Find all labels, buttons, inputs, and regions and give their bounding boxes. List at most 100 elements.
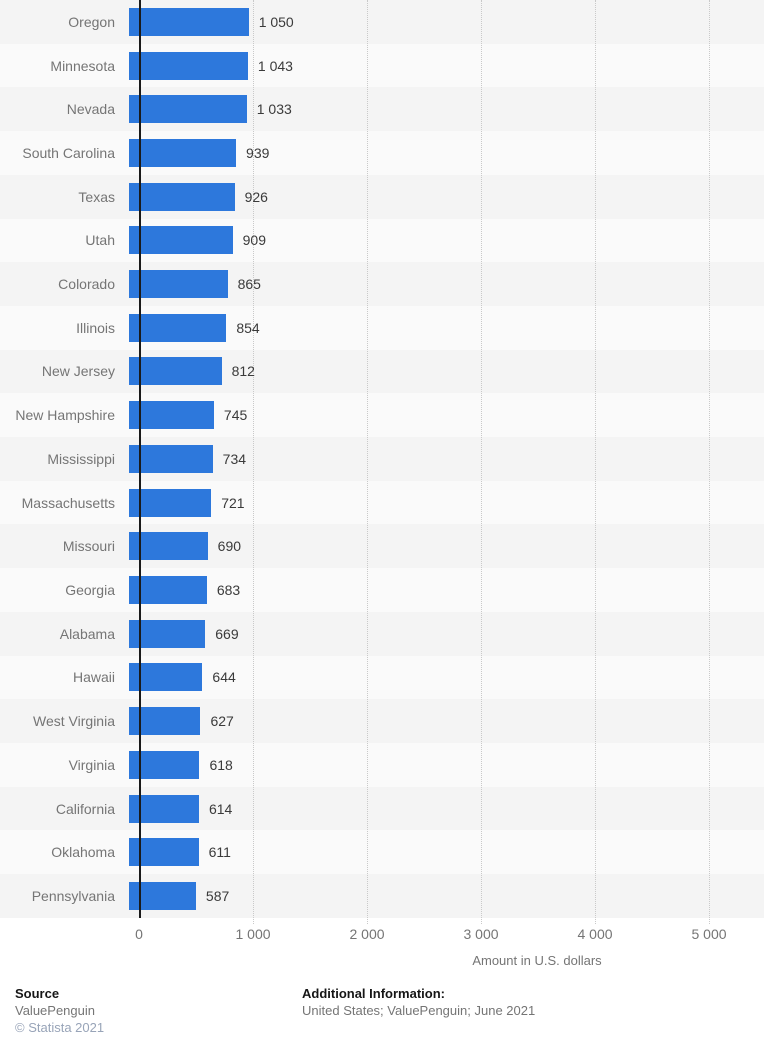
bar-area: 854: [127, 306, 764, 350]
bar-area: 618: [127, 743, 764, 787]
bar: [129, 532, 208, 561]
bar-area: 1 043: [127, 44, 764, 88]
chart-row: Massachusetts 721: [0, 480, 764, 525]
category-label: Massachusetts: [21, 494, 115, 511]
additional-info-text: United States; ValuePenguin; June 2021: [302, 1003, 536, 1018]
bar-area: 587: [127, 874, 764, 918]
category-label: Nevada: [66, 101, 115, 118]
bar-area: 909: [127, 219, 764, 263]
bar: [129, 226, 233, 255]
bar-area: 865: [127, 262, 764, 306]
category-label: Hawaii: [72, 669, 115, 686]
category-label: South Carolina: [22, 144, 115, 161]
category-label: Oregon: [68, 13, 115, 30]
bar-area: 614: [127, 787, 764, 831]
bar: [129, 575, 207, 604]
category-label: Utah: [85, 232, 115, 249]
source-block: Source ValuePenguin © Statista 2021: [15, 985, 104, 1037]
value-label: 1 050: [258, 13, 294, 30]
x-axis-tick-label: 0: [135, 926, 143, 942]
bar: [129, 182, 235, 211]
chart-row: Oregon 1 050: [0, 0, 764, 44]
bar-area: 939: [127, 131, 764, 175]
chart-row: New Jersey 812: [0, 349, 764, 394]
x-axis-tick-labels: 0 1 000 2 000 3 000 4 000 5 000: [0, 926, 764, 944]
category-label: Virginia: [68, 756, 115, 773]
bar-area: 644: [127, 656, 764, 700]
bar: [129, 488, 212, 517]
x-axis-tick-label: 2 000: [349, 926, 385, 942]
bar-area: 745: [127, 393, 764, 437]
bar: [129, 357, 222, 386]
x-axis-tick-label: 1 000: [235, 926, 271, 942]
value-label: 611: [208, 844, 231, 861]
category-label: Oklahoma: [51, 844, 115, 861]
bar: [129, 95, 247, 124]
category-label: Alabama: [59, 625, 115, 642]
chart-row: Mississippi 734: [0, 437, 764, 481]
value-label: 812: [231, 363, 255, 380]
category-label: Mississippi: [47, 450, 115, 467]
value-label: 618: [209, 756, 233, 773]
category-label: Illinois: [76, 319, 115, 336]
chart-row: Texas 926: [0, 174, 764, 219]
value-label: 865: [237, 276, 261, 293]
value-label: 745: [223, 407, 248, 424]
chart-row: Minnesota 1 043: [0, 43, 764, 88]
category-label: Missouri: [62, 538, 115, 555]
statista-copyright-link[interactable]: © Statista 2021: [15, 1020, 105, 1035]
category-label: Texas: [78, 188, 115, 205]
bar: [129, 138, 237, 167]
bar-area: 721: [127, 481, 764, 525]
value-label: 669: [215, 625, 239, 642]
bar: [129, 401, 214, 430]
additional-info-heading: Additional Information:: [302, 986, 445, 1001]
category-label: Colorado: [58, 276, 115, 293]
bar-area: 734: [127, 437, 764, 481]
value-label: 644: [212, 669, 236, 686]
chart-rows: Oregon 1 050 Minnesota 1 043 Nevada 1 033 Sout…: [0, 0, 764, 918]
bar-area: 690: [127, 524, 764, 568]
chart-row: Alabama 669: [0, 611, 764, 656]
chart-row: California 614: [0, 786, 764, 831]
bar-area: 627: [127, 699, 764, 743]
x-axis-tick-label: 3 000: [463, 926, 499, 942]
chart-row: Oklahoma 611: [0, 830, 764, 875]
chart-row: Virginia 618: [0, 742, 764, 787]
x-axis-tick-label: 4 000: [577, 926, 613, 942]
chart-row: New Hampshire 745: [0, 393, 764, 438]
bar: [129, 313, 227, 342]
bar: [129, 619, 206, 648]
value-label: 683: [216, 581, 241, 598]
value-label: 909: [242, 232, 266, 249]
value-label: 854: [236, 319, 260, 336]
category-label: Georgia: [65, 581, 115, 598]
chart-row: West Virginia 627: [0, 699, 764, 743]
value-label: 1 043: [257, 57, 293, 74]
category-label: New Hampshire: [15, 407, 115, 424]
value-label: 1 033: [256, 101, 292, 118]
chart-row: Georgia 683: [0, 568, 764, 612]
chart-row: Missouri 690: [0, 524, 764, 569]
category-label: New Jersey: [41, 363, 115, 380]
value-label: 690: [217, 538, 242, 555]
category-label: West Virginia: [33, 713, 115, 730]
chart-row: Illinois 854: [0, 305, 764, 350]
chart-row: Colorado 865: [0, 262, 764, 306]
value-label: 614: [208, 800, 233, 817]
bar: [129, 663, 203, 692]
source-heading: Source: [15, 986, 60, 1001]
value-label: 587: [205, 887, 230, 904]
bar-area: 669: [127, 612, 764, 656]
chart-row: Hawaii 644: [0, 655, 764, 700]
bar: [129, 270, 228, 299]
chart-row: Utah 909: [0, 218, 764, 263]
bar: [129, 7, 249, 36]
bar: [129, 51, 248, 80]
value-label: 734: [222, 450, 247, 467]
bar-area: 611: [127, 830, 764, 874]
bar-area: 683: [127, 568, 764, 612]
source-name: ValuePenguin: [15, 1003, 95, 1018]
plot-area: Oregon 1 050 Minnesota 1 043 Nevada 1 033 Sout…: [0, 0, 764, 968]
